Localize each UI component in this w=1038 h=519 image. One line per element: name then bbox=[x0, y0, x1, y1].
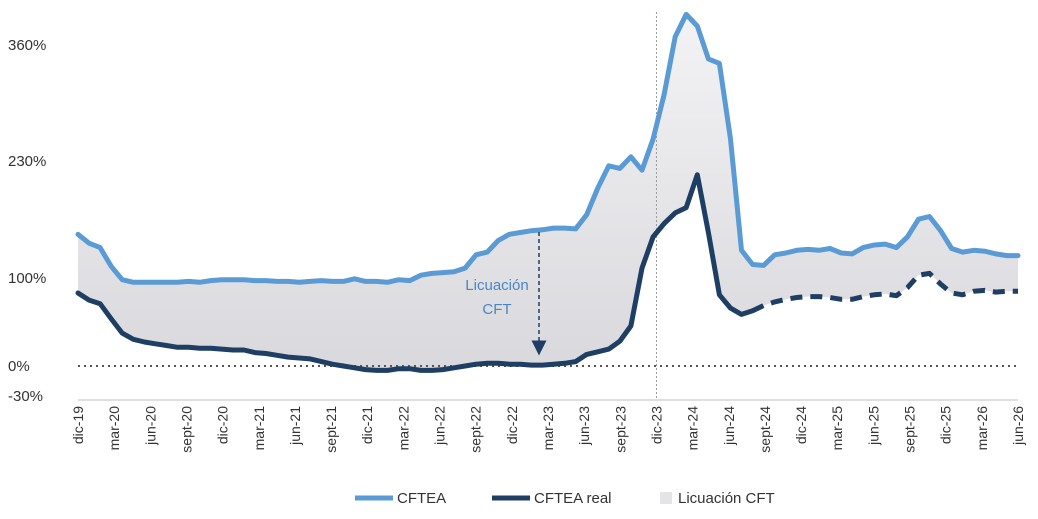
x-tick-label: jun-25 bbox=[865, 406, 881, 446]
x-tick-label: mar-21 bbox=[251, 406, 267, 451]
series-layer bbox=[75, 11, 1021, 373]
y-tick-label: 360% bbox=[8, 37, 46, 54]
annotation-layer: Licuación CFT bbox=[465, 232, 547, 356]
legend-label-2: CFTEA real bbox=[534, 490, 612, 507]
y-tick-label: 230% bbox=[8, 153, 46, 170]
x-tick-label: mar-26 bbox=[974, 406, 990, 451]
x-tick-label: dic-22 bbox=[504, 406, 520, 444]
x-tick-label: dic-23 bbox=[649, 406, 665, 444]
series-cftea-real-projection-line bbox=[751, 270, 1018, 314]
y-tick-label: 0% bbox=[8, 358, 30, 375]
x-tick-label: mar-23 bbox=[540, 406, 556, 451]
x-tick-label: dic-25 bbox=[938, 406, 954, 444]
x-axis: dic-19 mar-20 jun-20 sept-20 dic-20 mar-21 jun… bbox=[70, 399, 1026, 453]
x-tick-label: jun-22 bbox=[432, 406, 448, 446]
y-tick-label: -30% bbox=[8, 388, 43, 405]
x-tick-label: sept-24 bbox=[757, 406, 773, 453]
x-tick-label: jun-24 bbox=[721, 406, 737, 446]
x-tick-label: mar-24 bbox=[685, 406, 701, 451]
x-tick-label: sept-21 bbox=[323, 406, 339, 453]
x-tick-label: mar-25 bbox=[829, 406, 845, 451]
x-tick-label: jun-23 bbox=[576, 406, 592, 446]
licuacion-area bbox=[78, 14, 1018, 371]
y-axis: 360% 230% 100% 0% -30% bbox=[8, 37, 46, 405]
annotation-text-2: CFT bbox=[482, 301, 511, 318]
legend-swatch-3 bbox=[660, 492, 672, 504]
series-cftea-real-line bbox=[75, 172, 756, 373]
x-tick-label: sept-22 bbox=[468, 406, 484, 453]
legend-label-1: CFTEA bbox=[397, 490, 446, 507]
legend: CFTEA CFTEA real Licuación CFT bbox=[355, 490, 775, 507]
x-tick-label: dic-20 bbox=[215, 406, 231, 444]
x-tick-label: sept-20 bbox=[179, 406, 195, 453]
x-tick-label: jun-26 bbox=[1010, 406, 1026, 446]
x-tick-label: jun-20 bbox=[142, 406, 158, 446]
y-tick-label: 100% bbox=[8, 270, 46, 287]
x-tick-label: sept-25 bbox=[902, 406, 918, 453]
series-cftea-line bbox=[75, 11, 1021, 285]
x-tick-label: sept-23 bbox=[612, 406, 628, 453]
x-tick-label: mar-20 bbox=[106, 406, 122, 451]
x-tick-label: dic-24 bbox=[793, 406, 809, 444]
x-tick-label: dic-19 bbox=[70, 406, 86, 444]
x-tick-label: dic-21 bbox=[359, 406, 375, 444]
licuacion-area-layer bbox=[78, 14, 1018, 371]
annotation-text-1: Licuación bbox=[465, 277, 528, 294]
legend-label-3: Licuación CFT bbox=[678, 490, 775, 507]
x-tick-label: jun-21 bbox=[287, 406, 303, 446]
x-tick-label: mar-22 bbox=[395, 406, 411, 451]
